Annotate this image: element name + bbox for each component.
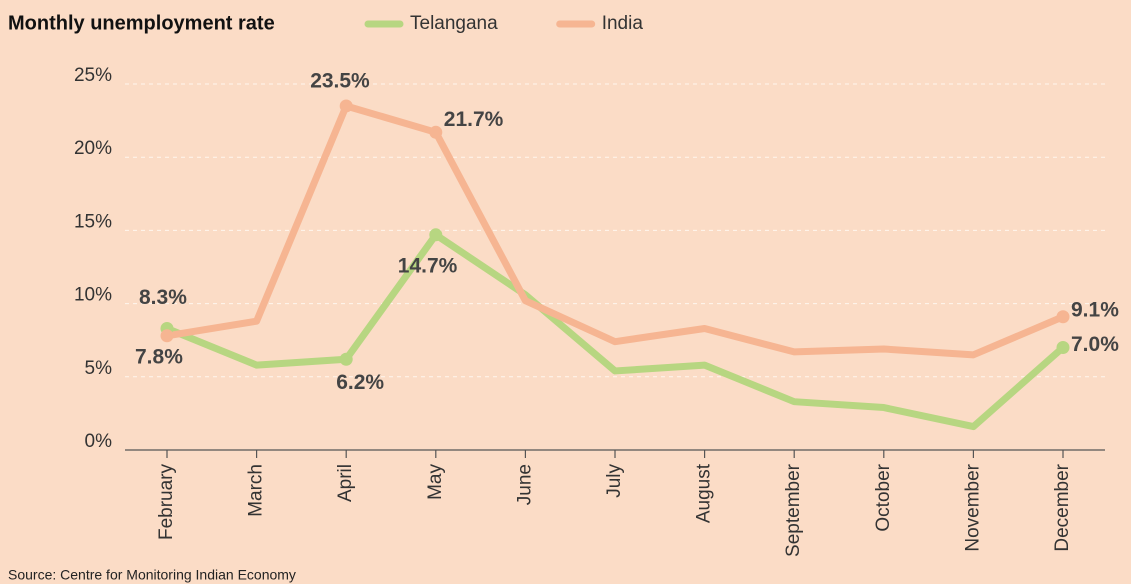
x-tick-label: July <box>604 464 625 498</box>
y-tick-label: 20% <box>74 138 112 159</box>
y-tick-label: 15% <box>74 211 112 232</box>
data-label: 7.8% <box>135 345 183 368</box>
y-tick-label: 25% <box>74 65 112 86</box>
x-tick-label: September <box>783 463 804 557</box>
point-marker <box>429 228 443 242</box>
data-label: 7.0% <box>1071 333 1119 356</box>
x-tick-label: May <box>425 464 446 500</box>
x-tick-label: April <box>335 464 356 502</box>
point-marker <box>160 329 174 343</box>
point-marker <box>1056 310 1070 324</box>
data-label: 9.1% <box>1071 298 1119 321</box>
legend-label: Telangana <box>410 13 498 34</box>
legend-label: India <box>602 13 644 34</box>
x-tick-label: February <box>156 464 177 541</box>
data-label: 8.3% <box>139 286 187 309</box>
series-line <box>163 231 1067 431</box>
data-label: 21.7% <box>444 108 504 131</box>
chart-title: Monthly unemployment rate <box>8 12 275 34</box>
point-marker <box>429 125 443 139</box>
data-label: 14.7% <box>398 254 458 277</box>
y-tick-label: 10% <box>74 285 112 306</box>
y-tick-label: 0% <box>85 431 113 452</box>
series-line <box>163 102 1067 359</box>
y-tick-label: 5% <box>85 358 113 379</box>
x-tick-label: June <box>514 464 535 505</box>
data-label: 6.2% <box>336 371 384 394</box>
x-tick-label: August <box>694 463 715 523</box>
x-tick-label: November <box>962 463 983 551</box>
point-marker <box>1056 341 1070 355</box>
source: Source: Centre for Monitoring Indian Eco… <box>8 567 296 583</box>
x-tick-label: December <box>1052 463 1073 551</box>
point-marker <box>339 352 353 366</box>
data-label: 23.5% <box>310 70 370 93</box>
x-tick-label: March <box>246 464 267 517</box>
x-tick-label: October <box>873 463 894 531</box>
point-marker <box>339 99 353 113</box>
